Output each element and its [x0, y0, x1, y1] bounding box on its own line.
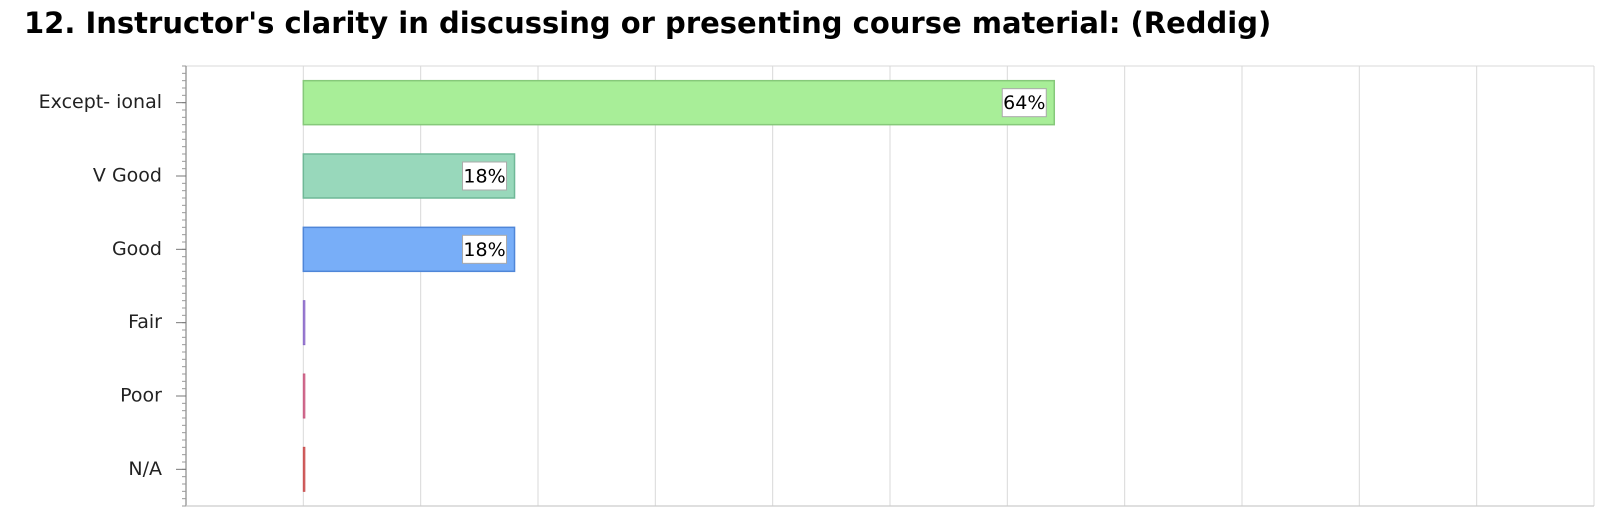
grid-lines — [186, 65, 1595, 506]
data-label-box — [1001, 88, 1047, 118]
chart-title: 12. Instructor's clarity in discussing o… — [24, 6, 1272, 40]
bar — [302, 300, 306, 346]
data-label: 18% — [463, 166, 505, 188]
axis — [176, 65, 1594, 507]
category-label: V Good — [93, 165, 162, 187]
data-label-box — [462, 234, 508, 264]
data-label-box — [462, 161, 508, 191]
category-label: Fair — [128, 311, 162, 333]
category-label: Except- ional — [39, 91, 162, 113]
category-label: Poor — [120, 385, 162, 407]
bar — [302, 446, 306, 492]
category-label: N/A — [128, 458, 162, 480]
bar — [302, 373, 306, 419]
bar — [302, 79, 1056, 126]
data-label: 64% — [1003, 92, 1045, 114]
bars — [302, 79, 1056, 492]
labels: Except- ional 64% V Good 18% Good 18% Fair Poor… — [39, 88, 1047, 480]
data-label: 18% — [463, 239, 505, 261]
category-label: Good — [112, 238, 162, 260]
